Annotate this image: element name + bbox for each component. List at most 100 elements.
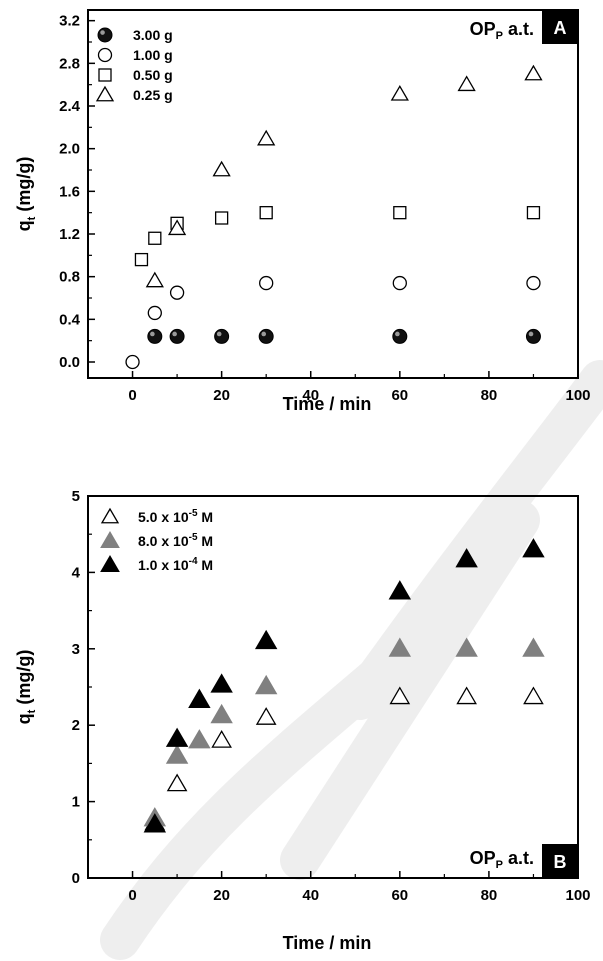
data-point	[212, 160, 231, 177]
x-tick-label: 80	[481, 387, 498, 404]
data-point	[145, 271, 164, 288]
legend-marker	[100, 555, 120, 572]
y-axis-title: qt (mg/g)	[14, 650, 38, 725]
y-tick-label: 2	[72, 717, 80, 734]
data-point	[254, 674, 278, 695]
legend-label: 0.25 g	[133, 87, 173, 103]
legend-marker	[100, 531, 120, 548]
legend-label: 0.50 g	[133, 67, 173, 83]
data-point	[526, 275, 541, 291]
x-tick-label: 60	[391, 387, 408, 404]
x-axis-title: Time / min	[283, 394, 372, 414]
plot-frame	[87, 9, 579, 379]
legend-marker	[97, 27, 113, 43]
y-axis-title-main: q	[14, 713, 34, 724]
panel-a: 0 20 40 60 80 100 0.0 0.4 0.8 1.2 1.6 2.0 2.4 2.8 3.2 T…	[14, 9, 591, 414]
data-point	[388, 637, 412, 657]
y-axis-title-rest: (mg/g)	[14, 650, 34, 710]
data-point	[257, 129, 276, 146]
panel-b: 0 20 40 60 80 100 0 1 2 3 4 5 Time / min qt (mg/g) 5.0…	[14, 488, 591, 953]
legend-label-exp: -5	[189, 532, 198, 543]
annotation: OPP a.t.	[470, 19, 534, 42]
x-tick-label: 0	[128, 887, 136, 904]
legend-marker	[98, 68, 112, 82]
data-point	[169, 285, 185, 300]
data-point	[525, 328, 541, 344]
x-tick-label: 20	[213, 387, 230, 404]
data-point	[389, 686, 411, 705]
data-point	[211, 729, 232, 748]
series-3	[143, 538, 545, 833]
data-point	[259, 275, 274, 291]
data-point	[522, 637, 545, 657]
y-tick-label: 0.8	[59, 269, 80, 286]
y-tick-label: 5	[72, 488, 80, 505]
x-axis-title: Time / min	[283, 933, 372, 953]
legend-label-exp: -5	[189, 508, 198, 519]
annotation: OPP a.t.	[470, 848, 534, 871]
data-point-shine	[528, 331, 534, 337]
data-point	[188, 729, 211, 749]
legend-label-base: 1.0 x 10	[138, 557, 189, 573]
series-4	[145, 64, 543, 288]
data-point	[169, 328, 185, 344]
y-axis-title-main: q	[14, 220, 34, 231]
data-point	[259, 206, 273, 220]
data-point	[210, 673, 233, 693]
x-tick-label: 100	[565, 387, 590, 404]
legend-label: 3.00 g	[133, 27, 173, 43]
data-point	[125, 354, 140, 370]
annotation-main: OP	[470, 848, 496, 868]
data-point	[165, 744, 189, 764]
data-point	[134, 252, 149, 267]
annotation-rest: a.t.	[503, 19, 534, 39]
series-2	[143, 637, 545, 827]
legend-label-base: 8.0 x 10	[138, 533, 189, 549]
data-point	[255, 707, 277, 725]
data-point	[456, 686, 477, 705]
legend-label-unit: M	[198, 509, 214, 525]
data-point-shine	[216, 331, 222, 337]
data-point	[455, 637, 478, 657]
data-point	[165, 727, 189, 747]
data-point	[524, 64, 543, 81]
y-tick-label: 3	[72, 641, 80, 658]
data-point	[522, 538, 545, 558]
data-point	[214, 328, 230, 344]
x-tick-label: 80	[481, 887, 498, 904]
data-point	[457, 75, 476, 92]
annotation-sub: P	[496, 30, 503, 42]
data-point	[147, 305, 162, 321]
annotation-main: OP	[470, 19, 496, 39]
legend-label: 8.0 x 10-5 M	[138, 532, 213, 549]
data-point	[392, 328, 408, 344]
legend-label: 5.0 x 10-5 M	[138, 508, 213, 525]
y-axis-title-sub: t	[26, 709, 38, 713]
data-point-shine	[172, 331, 177, 337]
data-point	[167, 219, 187, 236]
data-point	[147, 328, 163, 344]
legend-marker-shine	[100, 30, 105, 35]
y-axis-title: qt (mg/g)	[14, 157, 38, 232]
panel-label-box	[542, 10, 578, 44]
panel-label: A	[554, 18, 567, 38]
data-point	[390, 84, 409, 101]
data-point	[143, 813, 167, 833]
data-point-shine	[395, 331, 400, 337]
y-tick-label: 0	[72, 870, 80, 887]
y-tick-label: 0.4	[59, 311, 81, 328]
legend-marker	[97, 47, 113, 63]
series-1	[147, 328, 541, 344]
data-point	[148, 231, 162, 245]
legend-marker	[95, 85, 115, 102]
legend-label-unit: M	[198, 557, 214, 573]
x-tick-label: 20	[213, 887, 230, 904]
annotation-sub: P	[496, 859, 503, 871]
y-tick-label: 0.0	[59, 354, 80, 371]
series-3	[134, 206, 541, 267]
data-point-shine	[150, 331, 155, 337]
data-point	[388, 580, 412, 600]
legend-label: 1.00 g	[133, 47, 173, 63]
legend-label-base: 5.0 x 10	[138, 509, 189, 525]
data-point	[392, 275, 407, 291]
